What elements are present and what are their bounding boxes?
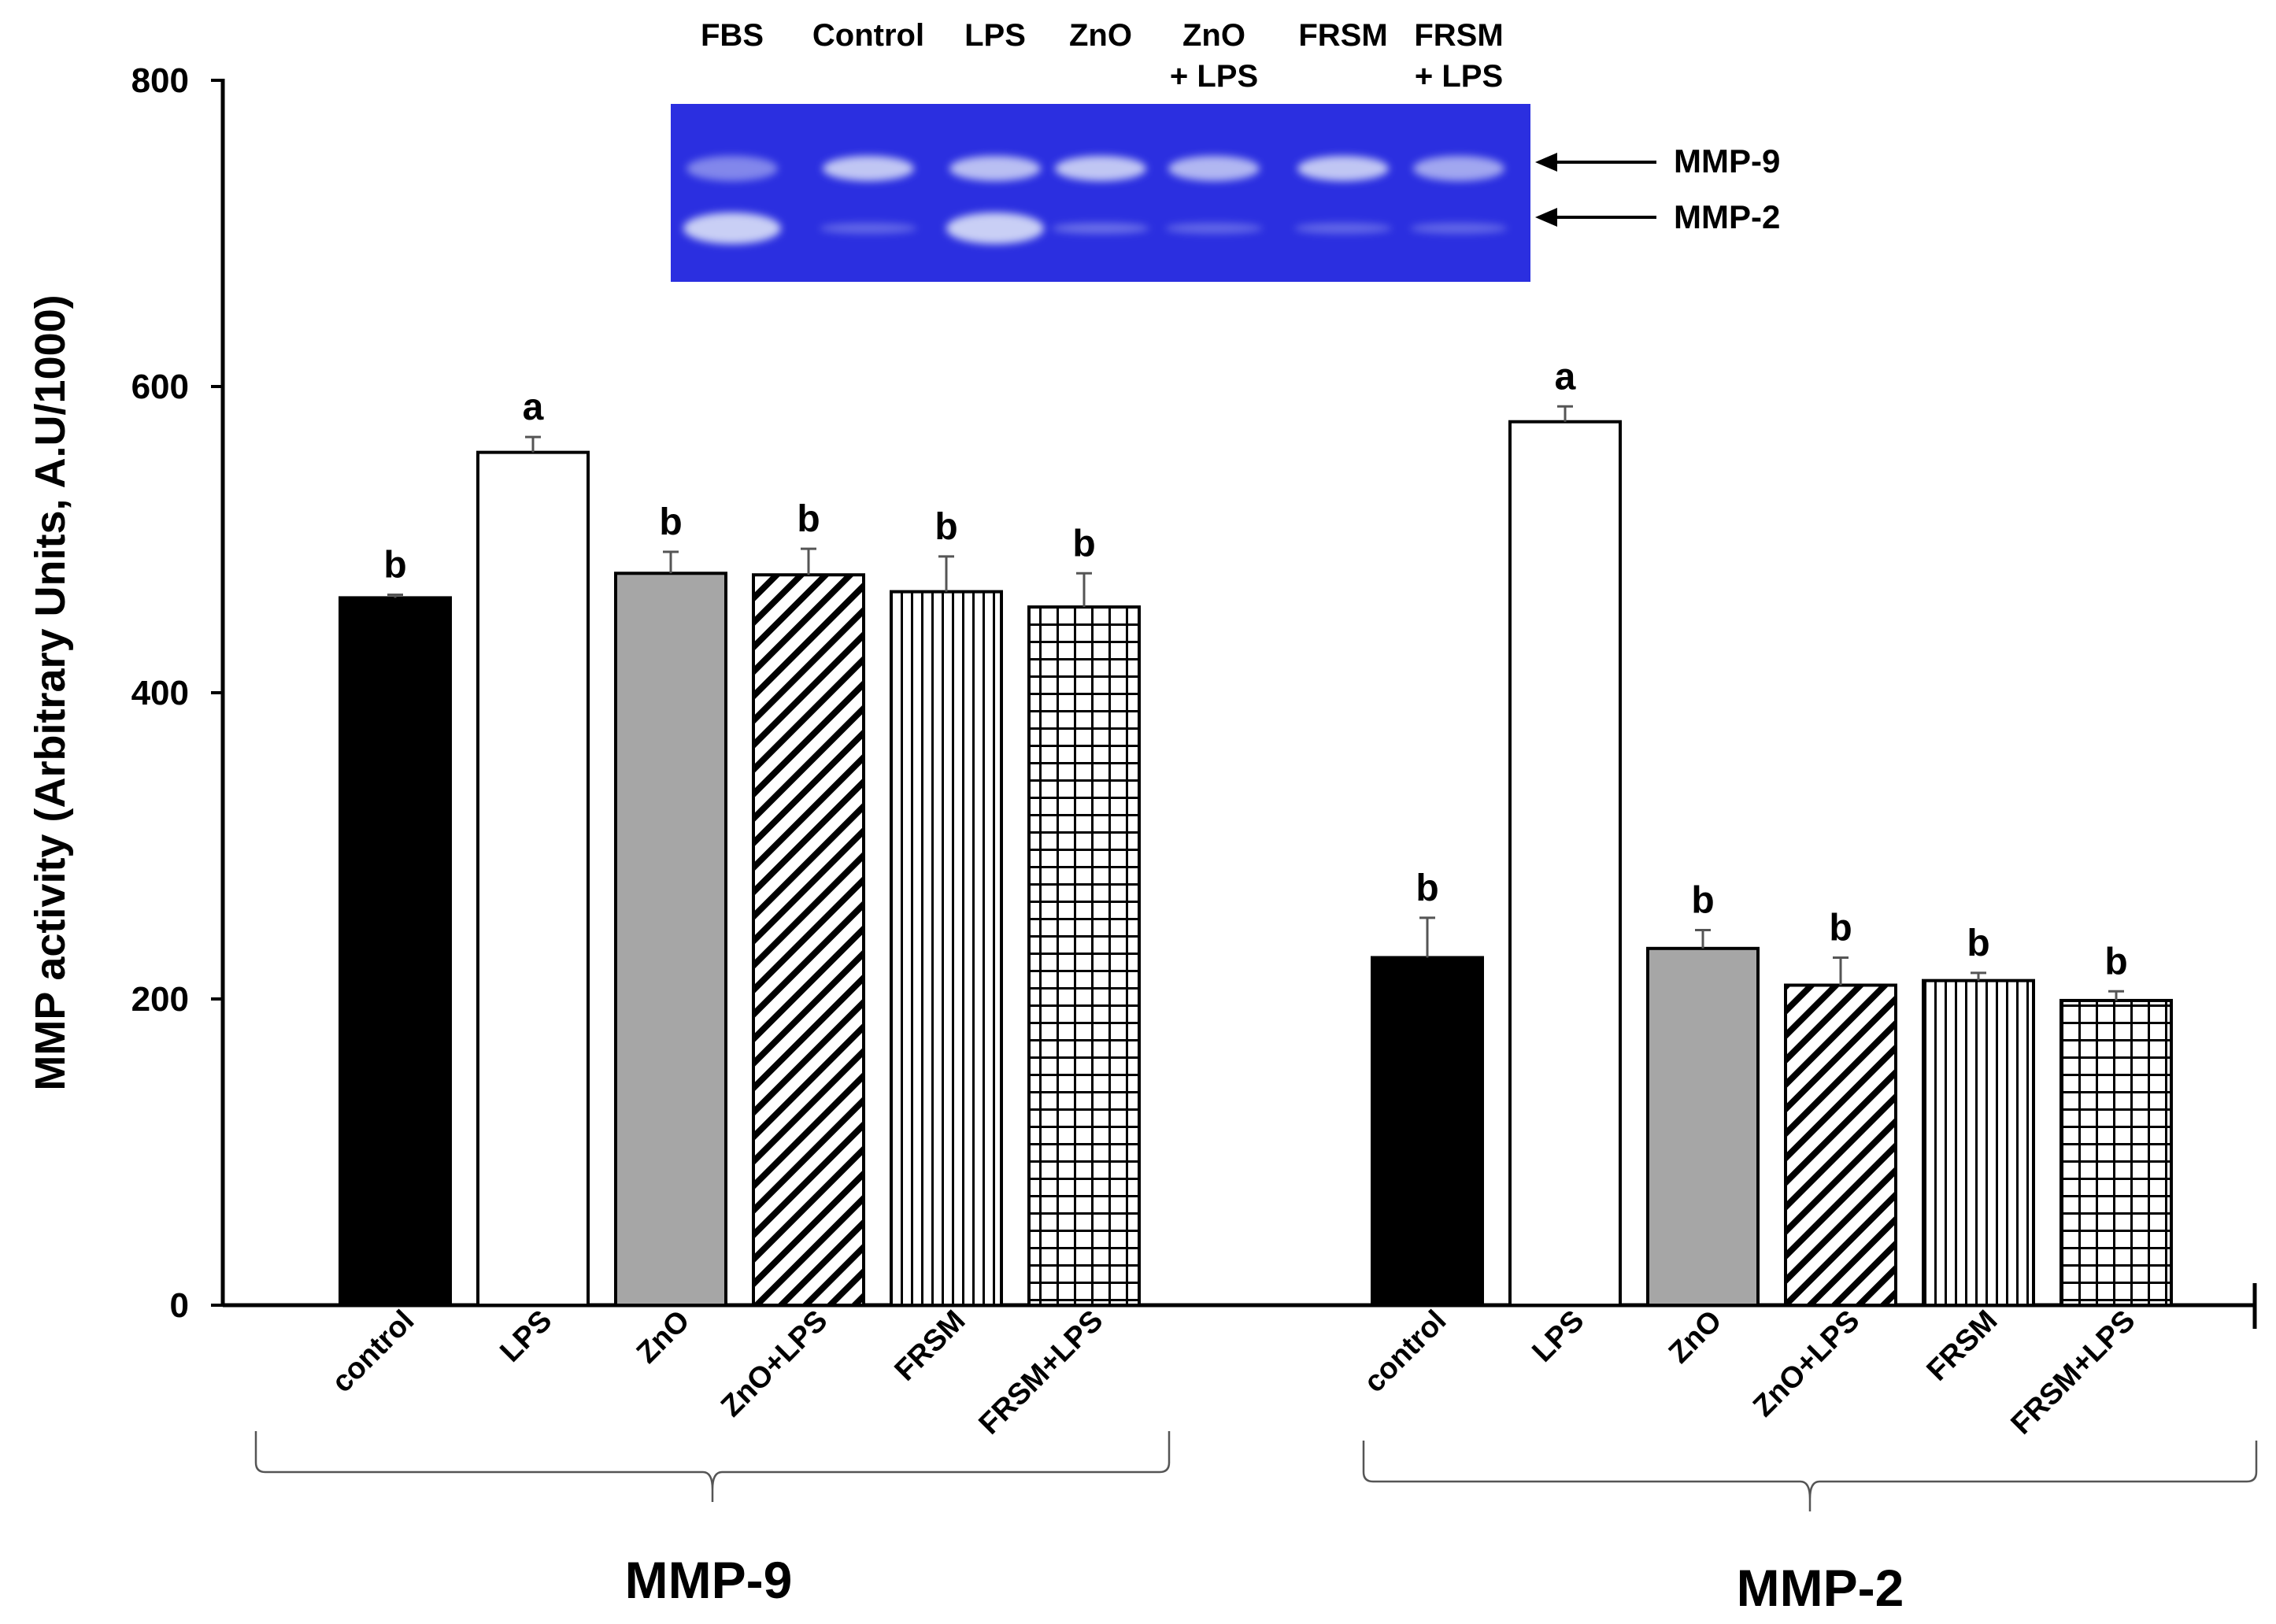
significance-label: b [1416,867,1438,909]
significance-label: b [1829,907,1852,949]
significance-label: b [1967,923,1989,964]
group-label-mmp9: MMP-9 [625,1551,793,1609]
bar-mmp-9-control [339,596,452,1307]
category-label: ZnO+LPS [715,1304,834,1423]
gel-band-mmp9 [1168,156,1260,181]
arrow-mmp9-head [1535,153,1557,172]
category-label: ZnO [1663,1304,1728,1370]
bar-mmp-9-zno-lps [752,573,865,1307]
category-label: FRSM [1921,1304,2004,1388]
gel-band-mmp9 [823,156,914,181]
category-label: ZnO [631,1304,696,1370]
bar-mmp-2-control [1371,956,1484,1307]
significance-label: a [1555,356,1576,398]
y-tick-label: 0 [170,1286,189,1325]
arrow-mmp2-head [1535,208,1557,227]
gel-lane-bands [683,156,1508,244]
gel-lane-label: Control [812,18,924,53]
gel-lane-label: ZnO [1182,18,1245,53]
gel-band-mmp2 [683,213,781,244]
brace-mmp9 [254,1431,1171,1502]
category-label: LPS [494,1304,558,1369]
category-label: ZnO+LPS [1747,1304,1866,1423]
significance-label: b [2104,941,2127,982]
significance-label: a [523,387,544,428]
category-label: control [1358,1304,1453,1400]
band-label-mmp2: MMP-2 [1674,198,1780,235]
significance-label: b [934,506,957,548]
bar-mmp-2-zno-lps [1784,983,1897,1307]
category-label: control [326,1304,421,1400]
significance-label: b [797,498,820,540]
bar-mmp-2-zno [1646,946,1760,1307]
category-labels: control LPS ZnO ZnO+LPS FRSM FRSM+LPS control L… [326,1304,2142,1441]
gel-lane-label: FRSM [1298,18,1387,53]
gel-inset: FBS Control LPS ZnO ZnO + LPS FRSM FRSM + LPS MM… [671,18,1780,282]
category-label: FRSM+LPS [2005,1304,2142,1441]
bar-mmp-2-lps [1508,420,1622,1307]
y-axis-label: MMP activity (Arbitrary Units, A.U/1000) [27,294,74,1090]
gel-band-mmp2 [1294,223,1392,234]
group-braces: MMP-9 MMP-2 [254,1431,2258,1617]
gel-band-mmp9 [949,156,1041,181]
gel-band-mmp2 [1410,223,1508,234]
y-tick-label: 400 [131,674,189,712]
significance-label: b [1072,523,1095,564]
category-label: FRSM [889,1304,972,1388]
bar-mmp-9-lps [476,450,590,1307]
gel-band-mmp2 [1165,223,1263,234]
y-tick-label: 800 [131,61,189,100]
bar-mmp-2-frsm-lps [2060,998,2173,1307]
y-ticks: 0 200 400 600 800 [131,61,223,1325]
gel-lane-label-2: + LPS [1170,59,1258,94]
band-label-mmp9: MMP-9 [1674,142,1780,179]
gel-band-mmp2 [820,223,917,234]
bar-mmp-9-zno [614,572,727,1307]
gel-lane-label: ZnO [1069,18,1132,53]
gel-band-mmp2 [1052,223,1149,234]
bars: b a b b b b b a b b b b [339,356,2173,1308]
gel-band-mmp2 [946,213,1044,244]
significance-label: b [1691,879,1714,921]
gel-band-mmp9 [1413,156,1504,181]
gel-band-mmp9 [1297,156,1389,181]
gel-lane-label: FRSM [1414,18,1503,53]
gel-band-mmp9 [687,156,778,181]
bar-mmp-2-frsm [1922,978,2035,1308]
group-label-mmp2: MMP-2 [1737,1559,1904,1617]
brace-mmp2 [1362,1441,2258,1511]
gel-band-mmp9 [1055,156,1146,181]
bar-mmp-9-frsm [890,590,1003,1307]
significance-label: b [383,545,406,586]
gel-background [671,104,1530,282]
y-tick-label: 200 [131,980,189,1019]
gel-lane-labels: FBS Control LPS ZnO ZnO + LPS FRSM FRSM + LPS [701,18,1504,94]
gel-lane-label: LPS [964,18,1026,53]
significance-label: b [659,501,682,543]
category-label: LPS [1526,1304,1590,1369]
gel-lane-label: FBS [701,18,764,53]
gel-lane-label-2: + LPS [1415,59,1503,94]
y-tick-label: 600 [131,368,189,406]
bar-mmp-9-frsm-lps [1027,605,1141,1307]
category-label: FRSM+LPS [973,1304,1110,1441]
